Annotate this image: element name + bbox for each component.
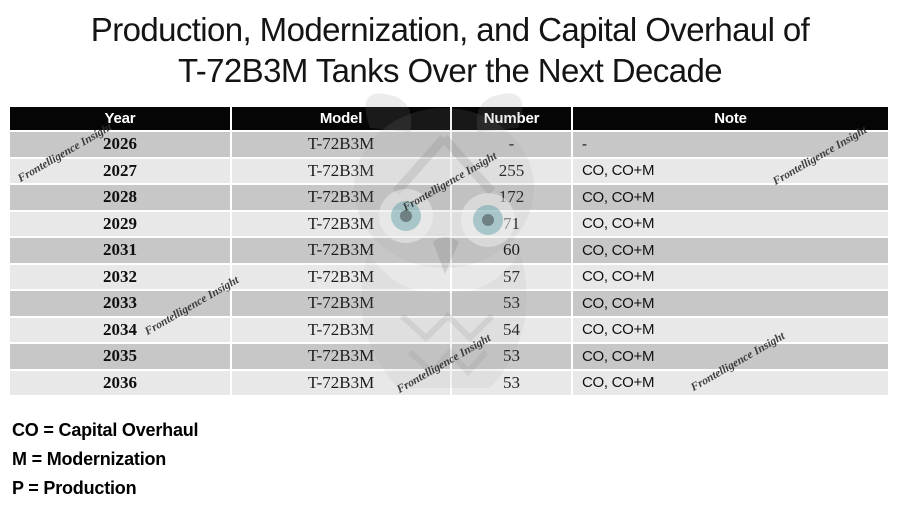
cell-number: 54	[452, 317, 573, 342]
cell-year: 2035	[10, 344, 232, 369]
title-line-2: T-72B3M Tanks Over the Next Decade	[178, 52, 723, 89]
cell-year: 2031	[10, 238, 232, 263]
legend-item-p: P = Production	[12, 478, 137, 498]
cell-number: 53	[452, 344, 573, 369]
cell-model: T-72B3M	[232, 291, 452, 316]
table-row: 2026 T-72B3M - -	[10, 130, 888, 157]
cell-number: 57	[452, 264, 573, 289]
table-header-row: Year Model Number Note	[10, 107, 888, 130]
cell-model: T-72B3M	[232, 132, 452, 157]
table-row: 2033 T-72B3M 53 CO, CO+M	[10, 289, 888, 316]
column-header-model: Model	[232, 107, 452, 130]
cell-note: CO, CO+M	[582, 268, 655, 286]
column-header-note: Note	[714, 110, 747, 127]
cell-note: CO, CO+M	[582, 321, 655, 339]
cell-note: CO, CO+M	[582, 294, 655, 312]
table-row: 2029 T-72B3M 71 CO, CO+M	[10, 209, 888, 236]
cell-note: CO, CO+M	[582, 241, 655, 259]
cell-number: 172	[452, 185, 573, 210]
page-title: Production, Modernization, and Capital O…	[0, 9, 900, 91]
cell-model: T-72B3M	[232, 264, 452, 289]
cell-year: 2028	[10, 185, 232, 210]
cell-model: T-72B3M	[232, 185, 452, 210]
cell-number: 60	[452, 238, 573, 263]
cell-number: 71	[452, 211, 573, 236]
cell-year: 2027	[10, 158, 232, 183]
column-header-year: Year	[10, 107, 232, 130]
cell-year: 2033	[10, 291, 232, 316]
table-row: 2032 T-72B3M 57 CO, CO+M	[10, 262, 888, 289]
title-line-1: Production, Modernization, and Capital O…	[90, 11, 810, 48]
column-header-number: Number	[452, 107, 573, 130]
cell-year: 2036	[10, 370, 232, 395]
cell-number: 53	[452, 370, 573, 395]
cell-year: 2026	[10, 132, 232, 157]
table-row: 2028 T-72B3M 172 CO, CO+M	[10, 183, 888, 210]
cell-number: -	[452, 132, 573, 157]
cell-number: 53	[452, 291, 573, 316]
cell-model: T-72B3M	[232, 158, 452, 183]
legend-item-co: CO = Capital Overhaul	[12, 420, 199, 440]
cell-note: CO, CO+M	[582, 215, 655, 233]
cell-model: T-72B3M	[232, 344, 452, 369]
abbreviation-legend: CO = Capital Overhaul M = Modernization …	[12, 416, 199, 503]
table-body: 2026 T-72B3M - - 2027 T-72B3M 255 CO, CO…	[10, 130, 888, 395]
cell-model: T-72B3M	[232, 238, 452, 263]
table-row: 2035 T-72B3M 53 CO, CO+M	[10, 342, 888, 369]
cell-model: T-72B3M	[232, 370, 452, 395]
cell-year: 2029	[10, 211, 232, 236]
table-row: 2034 T-72B3M 54 CO, CO+M	[10, 315, 888, 342]
cell-note: CO, CO+M	[582, 347, 655, 365]
cell-model: T-72B3M	[232, 211, 452, 236]
legend-item-m: M = Modernization	[12, 449, 167, 469]
table-row: 2031 T-72B3M 60 CO, CO+M	[10, 236, 888, 263]
cell-note: CO, CO+M	[582, 188, 655, 206]
cell-number: 255	[452, 158, 573, 183]
table-row: 2036 T-72B3M 53 CO, CO+M	[10, 368, 888, 395]
table-row: 2027 T-72B3M 255 CO, CO+M	[10, 156, 888, 183]
cell-note: CO, CO+M	[582, 162, 655, 180]
cell-model: T-72B3M	[232, 317, 452, 342]
cell-year: 2034	[10, 317, 232, 342]
cell-note: -	[582, 135, 587, 153]
data-table: Year Model Number Note 2026 T-72B3M - - …	[10, 107, 888, 395]
cell-year: 2032	[10, 264, 232, 289]
cell-note: CO, CO+M	[582, 374, 655, 392]
